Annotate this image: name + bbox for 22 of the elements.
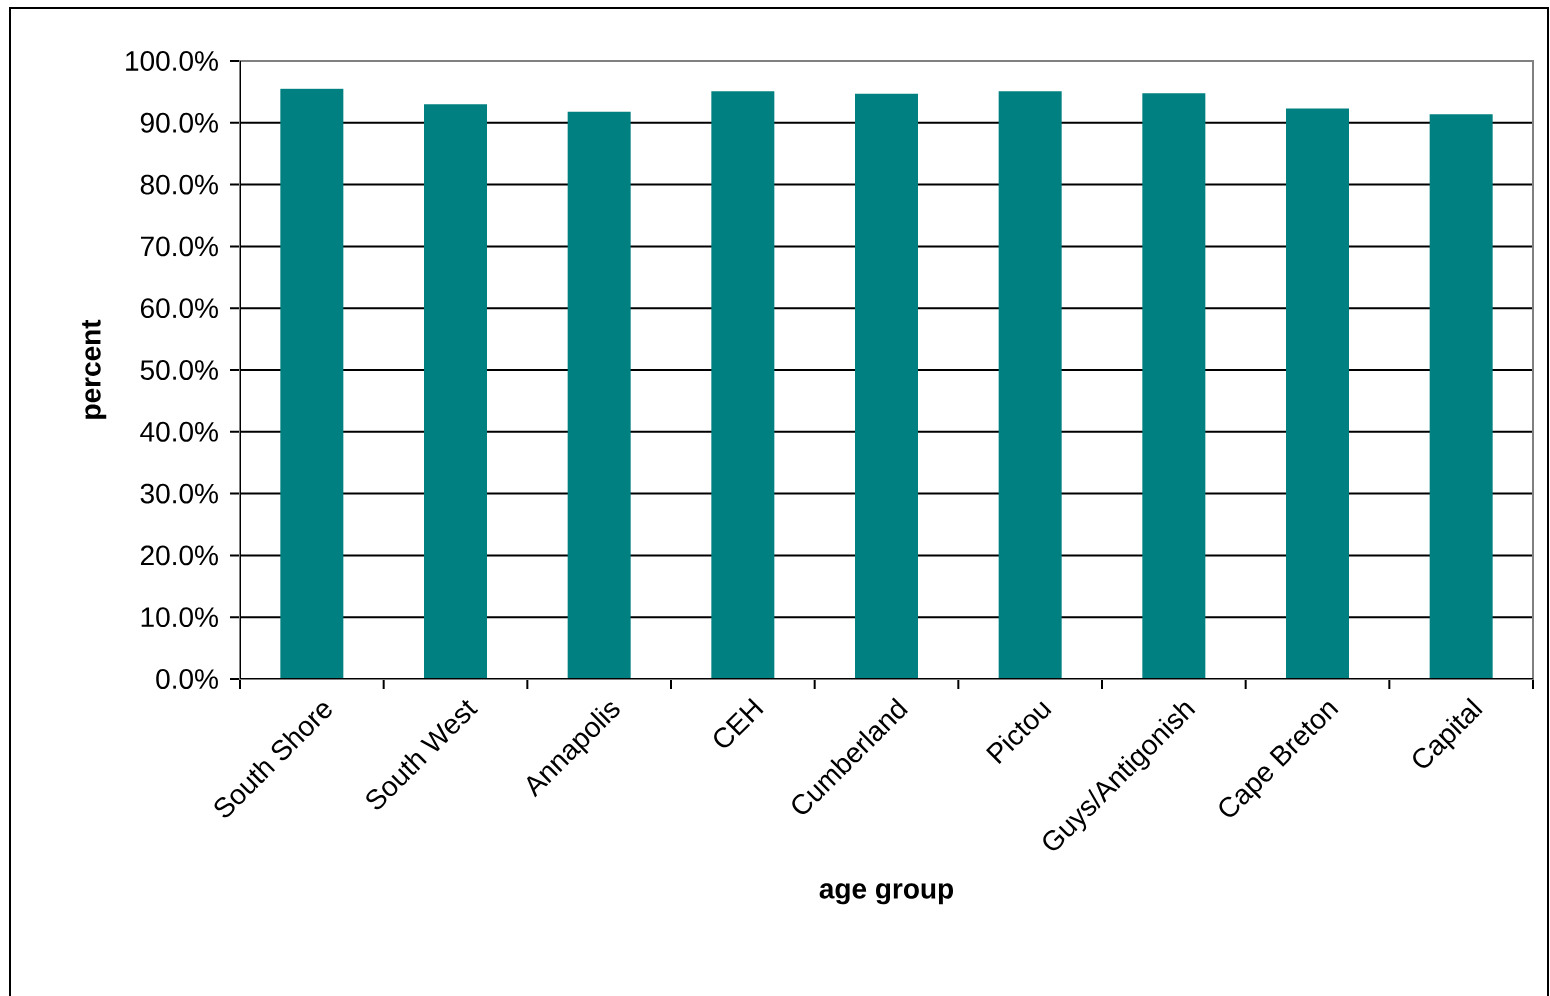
bar: [280, 88, 344, 679]
y-axis-title: percent: [82, 319, 107, 419]
y-tick-label: 60.0%: [140, 298, 218, 319]
y-tick-label: 10.0%: [141, 607, 218, 628]
bar: [567, 111, 631, 679]
y-tick-label: 30.0%: [140, 483, 218, 504]
bar: [424, 104, 487, 679]
x-axis-title: age group: [819, 883, 954, 905]
y-tick-label: 70.0%: [140, 236, 218, 257]
y-tick-label: 0.0%: [156, 669, 218, 689]
y-tick-label: 80.0%: [140, 174, 218, 195]
bar: [855, 93, 918, 679]
bar: [1429, 114, 1493, 679]
bar: [711, 91, 775, 679]
y-tick-label: 100.0%: [126, 51, 218, 71]
bar: [1142, 93, 1206, 679]
y-tick-label: 20.0%: [140, 545, 218, 566]
y-tick-label: 90.0%: [140, 112, 218, 133]
bar: [1286, 108, 1349, 679]
y-tick-label: 40.0%: [140, 421, 218, 442]
y-tick-label: 50.0%: [140, 360, 218, 380]
bar: [998, 91, 1062, 679]
